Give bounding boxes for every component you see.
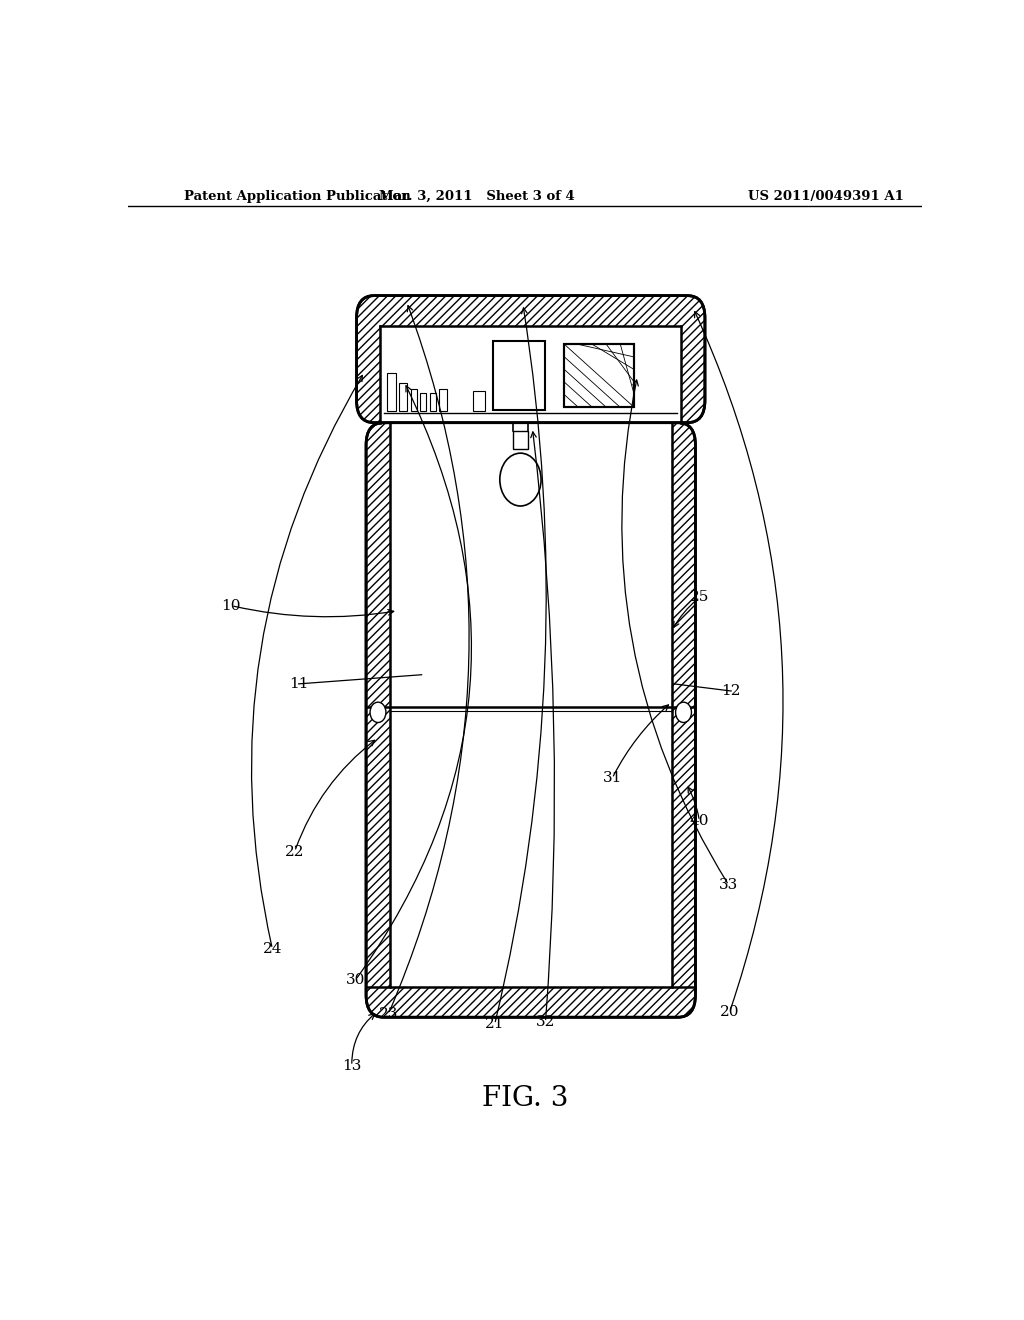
Text: 12: 12 <box>721 684 741 698</box>
Bar <box>439 389 447 412</box>
FancyBboxPatch shape <box>380 326 681 422</box>
Circle shape <box>676 702 691 722</box>
Bar <box>494 342 545 411</box>
Bar <box>430 393 436 412</box>
Bar <box>420 393 426 412</box>
Bar <box>399 383 408 412</box>
FancyBboxPatch shape <box>356 296 705 422</box>
Bar <box>473 391 485 412</box>
Text: 40: 40 <box>689 814 710 828</box>
Text: 24: 24 <box>263 942 283 956</box>
Circle shape <box>370 702 386 722</box>
Text: 33: 33 <box>719 878 738 892</box>
Text: 20: 20 <box>720 1005 739 1019</box>
Text: 32: 32 <box>536 1015 555 1030</box>
FancyBboxPatch shape <box>390 422 672 987</box>
Bar <box>411 389 417 412</box>
Bar <box>564 345 634 408</box>
Text: 31: 31 <box>602 771 622 785</box>
Text: 21: 21 <box>485 1018 505 1031</box>
Text: Mar. 3, 2011   Sheet 3 of 4: Mar. 3, 2011 Sheet 3 of 4 <box>379 190 575 202</box>
Text: US 2011/0049391 A1: US 2011/0049391 A1 <box>749 190 904 202</box>
Text: Patent Application Publication: Patent Application Publication <box>183 190 411 202</box>
Text: 22: 22 <box>285 845 304 858</box>
Bar <box>387 372 396 412</box>
Text: 25: 25 <box>690 590 709 605</box>
Circle shape <box>500 453 541 506</box>
Bar <box>513 430 527 449</box>
Bar <box>564 345 634 408</box>
FancyBboxPatch shape <box>367 422 695 1018</box>
Text: 11: 11 <box>289 677 308 690</box>
Text: 10: 10 <box>221 598 241 612</box>
Text: 30: 30 <box>346 973 366 986</box>
Text: FIG. 3: FIG. 3 <box>481 1085 568 1111</box>
Text: 13: 13 <box>342 1059 361 1073</box>
Text: 23: 23 <box>379 1007 398 1022</box>
